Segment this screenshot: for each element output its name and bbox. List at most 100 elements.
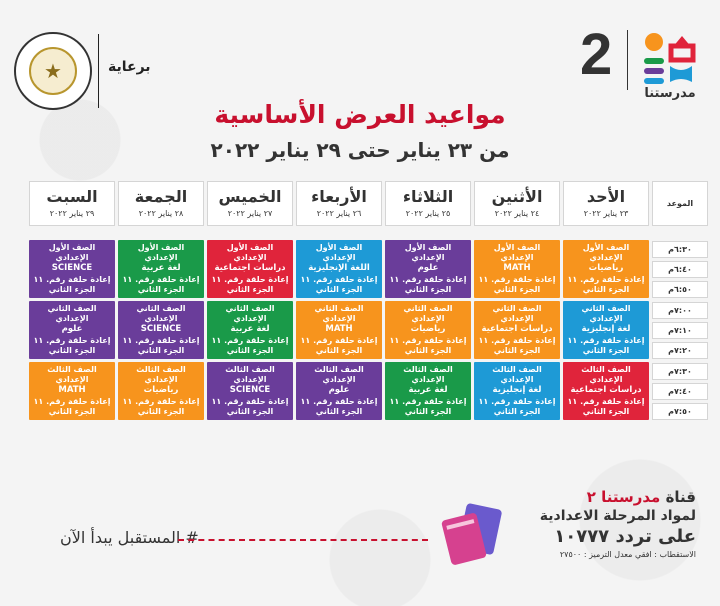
- slot-line2: الجزء الثاني: [582, 345, 630, 355]
- schedule-slot: الصف الأول الإعدادي لغة عربية إعادة حلقة ر…: [118, 240, 204, 298]
- schedule-slot: الصف الثالث الإعدادي دراسات اجتماعية إعادة…: [563, 362, 649, 420]
- slot-line1: إعادة حلقة رقم. ١١: [211, 274, 289, 284]
- slot-line2: الجزء الثاني: [137, 284, 185, 294]
- day-header: الأثنين ٢٤ يناير ٢٠٢٢: [474, 181, 560, 226]
- slot-line2: الجزء الثاني: [48, 345, 96, 355]
- books-icon: [441, 503, 502, 565]
- schedule-slot: الصف الثاني الإعدادي MATH إعادة حلقة رقم. …: [296, 301, 382, 359]
- day-date: ٢٨ يناير ٢٠٢٢: [138, 209, 184, 218]
- slot-grade: الصف الثالث الإعدادي: [403, 364, 453, 385]
- slot-subject: دراسات اجتماعية: [214, 263, 286, 274]
- slot-grade: الصف الأول الإعدادي: [404, 242, 452, 263]
- slot-line2: الجزء الثاني: [226, 284, 274, 294]
- slot-subject: دراسات اجتماعية: [481, 324, 553, 335]
- slot-subject: لغة عربية: [230, 324, 270, 335]
- slot-line1: إعادة حلقة رقم. ١١: [300, 335, 378, 345]
- slot-line1: إعادة حلقة رقم. ١١: [211, 335, 289, 345]
- slot-line1: إعادة حلقة رقم. ١١: [567, 274, 645, 284]
- slot-grade: الصف الثاني الإعدادي: [581, 303, 631, 324]
- day-header: الجمعة ٢٨ يناير ٢٠٢٢: [118, 181, 204, 226]
- slot-subject: رياضيات: [588, 263, 624, 274]
- schedule-slot: الصف الثاني الإعدادي دراسات اجتماعية إعادة…: [474, 301, 560, 359]
- channel-info: قناة مدرستنا ٢ لمواد المرحلة الاعدادية ع…: [506, 488, 696, 559]
- slot-line1: إعادة حلقة رقم. ١١: [211, 396, 289, 406]
- divider: [98, 34, 99, 108]
- slot-subject: لغة إنجليزية: [581, 324, 631, 335]
- day-name: الخميس: [218, 187, 282, 206]
- slot-line2: الجزء الثاني: [582, 406, 630, 416]
- slot-line2: الجزء الثاني: [315, 284, 363, 294]
- day-header-row: الأحد ٢٣ يناير ٢٠٢٢ الأثنين ٢٤ يناير ٢٠٢٢ ال…: [22, 181, 708, 226]
- slot-subject: MATH: [325, 324, 353, 335]
- schedule-table: الأحد ٢٣ يناير ٢٠٢٢ الأثنين ٢٤ يناير ٢٠٢٢ ال…: [22, 181, 708, 425]
- slogan: # المستقبل يبدأ الآن: [60, 528, 199, 547]
- slot-line1: إعادة حلقة رقم. ١١: [300, 396, 378, 406]
- time-slot: ٧:١٠م: [652, 322, 708, 339]
- slot-grade: الصف الثالث الإعدادي: [581, 364, 631, 385]
- time-slot: ٧:٢٠م: [652, 342, 708, 359]
- slot-line1: إعادة حلقة رقم. ١١: [33, 274, 111, 284]
- slot-line2: الجزء الثاني: [404, 406, 452, 416]
- day-header: الأحد ٢٣ يناير ٢٠٢٢: [563, 181, 649, 226]
- schedule-slot: الصف الأول الإعدادي SCIENCE إعادة حلقة رقم…: [29, 240, 115, 298]
- slot-subject: دراسات اجتماعية: [570, 385, 642, 396]
- slot-grade: الصف الأول الإعدادي: [48, 242, 96, 263]
- slot-grade: الصف الثالث الإعدادي: [225, 364, 275, 385]
- brand-name: مدرستنا: [644, 86, 696, 101]
- slot-line2: الجزء الثاني: [226, 406, 274, 416]
- madrasatna-logo-icon: [644, 33, 696, 84]
- slot-line1: إعادة حلقة رقم. ١١: [478, 335, 556, 345]
- time-slot: ٦:٥٠م: [652, 281, 708, 298]
- slot-line2: الجزء الثاني: [493, 406, 541, 416]
- schedule-slot: الصف الثاني الإعدادي SCIENCE إعادة حلقة رق…: [118, 301, 204, 359]
- time-slot: ٧:٤٠م: [652, 383, 708, 400]
- slot-subject: SCIENCE: [229, 385, 271, 396]
- channel-name: مدرستنا ٢: [586, 488, 661, 506]
- slot-line1: إعادة حلقة رقم. ١١: [567, 396, 645, 406]
- slot-line2: الجزء الثاني: [48, 406, 96, 416]
- day-name: الجمعة: [134, 187, 188, 206]
- schedule-slot: الصف الأول الإعدادي علوم إعادة حلقة رقم. ١…: [385, 240, 471, 298]
- slot-line1: إعادة حلقة رقم. ١١: [478, 274, 556, 284]
- slot-line2: الجزء الثاني: [582, 284, 630, 294]
- divider: [627, 30, 628, 90]
- schedule-slot: الصف الأول الإعدادي رياضيات إعادة حلقة رقم…: [563, 240, 649, 298]
- slot-subject: علوم: [61, 324, 83, 335]
- channel-frequency: على تردد ١٠٧٧٧: [554, 526, 696, 547]
- slot-line2: الجزء الثاني: [404, 345, 452, 355]
- schedule-slot: الصف الثاني الإعدادي لغة إنجليزية إعادة حل…: [563, 301, 649, 359]
- schedule-slot: الصف الثالث الإعدادي SCIENCE إعادة حلقة رق…: [207, 362, 293, 420]
- slot-subject: MATH: [503, 263, 531, 274]
- schedule-slot: الصف الأول الإعدادي اللغة الإنجليزية إعادة…: [296, 240, 382, 298]
- slot-grade: الصف الأول الإعدادي: [493, 242, 541, 263]
- schedule-slot: الصف الثالث الإعدادي رياضيات إعادة حلقة رق…: [118, 362, 204, 420]
- slot-line1: إعادة حلقة رقم. ١١: [33, 396, 111, 406]
- slot-grade: الصف الأول الإعدادي: [137, 242, 185, 263]
- slot-line2: الجزء الثاني: [493, 284, 541, 294]
- slot-line1: إعادة حلقة رقم. ١١: [122, 274, 200, 284]
- day-name: الأثنين: [491, 187, 543, 206]
- slot-subject: MATH: [58, 385, 86, 396]
- channel-polarization: الاستقطاب : افقي معدل الترميز : ٢٧٥٠٠: [559, 550, 696, 559]
- slot-line2: الجزء الثاني: [226, 345, 274, 355]
- channel-subject-line: لمواد المرحلة الاعدادية: [539, 508, 696, 524]
- day-header: الخميس ٢٧ يناير ٢٠٢٢: [207, 181, 293, 226]
- slot-line1: إعادة حلقة رقم. ١١: [122, 335, 200, 345]
- slot-line2: الجزء الثاني: [315, 406, 363, 416]
- slot-subject: لغة عربية: [141, 263, 181, 274]
- day-date: ٢٤ يناير ٢٠٢٢: [494, 209, 540, 218]
- slot-subject: لغة إنجليزية: [492, 385, 542, 396]
- slot-subject: SCIENCE: [51, 263, 93, 274]
- time-header: الموعد: [652, 181, 708, 226]
- slot-grade: الصف الثاني الإعدادي: [403, 303, 453, 324]
- channel-line: قناة مدرستنا ٢: [506, 488, 696, 506]
- day-date: ٢٦ يناير ٢٠٢٢: [316, 209, 362, 218]
- day-date: ٢٩ يناير ٢٠٢٢: [49, 209, 95, 218]
- slot-subject: رياضيات: [410, 324, 446, 335]
- slot-line1: إعادة حلقة رقم. ١١: [389, 396, 467, 406]
- slot-line1: إعادة حلقة رقم. ١١: [300, 274, 378, 284]
- ministry-logo: ★: [14, 32, 92, 110]
- slot-grade: الصف الثالث الإعدادي: [314, 364, 364, 385]
- slot-grade: الصف الثاني الإعدادي: [225, 303, 275, 324]
- channel-prefix: قناة: [665, 488, 696, 506]
